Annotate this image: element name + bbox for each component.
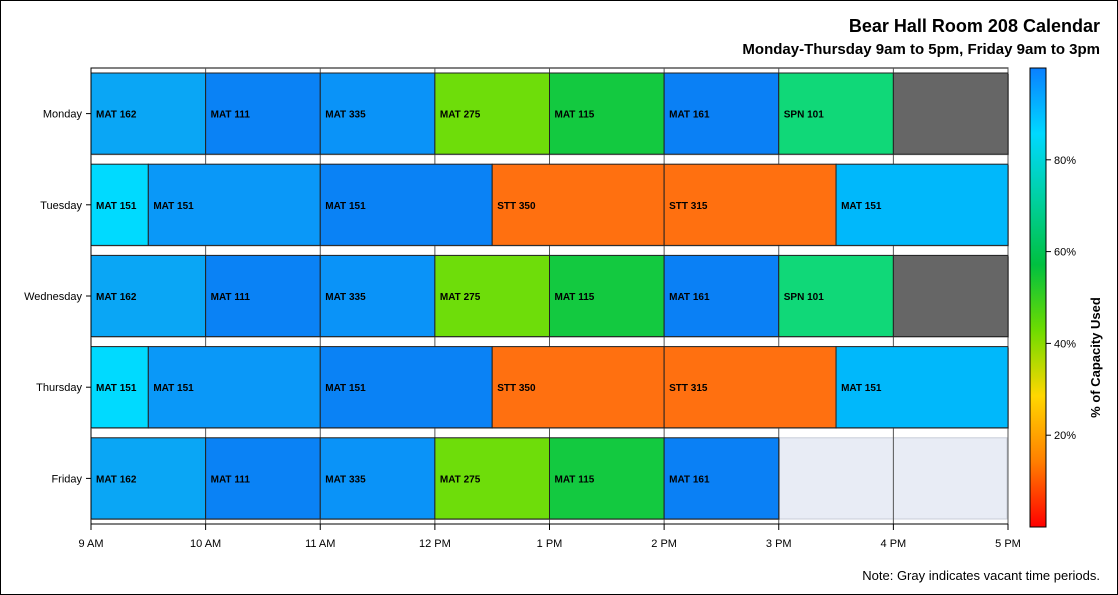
schedule-block bbox=[778, 254, 894, 338]
block-label: MAT 151 bbox=[153, 383, 194, 394]
block-label: MAT 151 bbox=[325, 201, 366, 212]
block-label: MAT 275 bbox=[440, 292, 481, 303]
colorbar-tick-label: 20% bbox=[1054, 430, 1076, 442]
block-label: MAT 162 bbox=[96, 474, 137, 485]
schedule-block bbox=[892, 254, 1009, 338]
block-label: STT 350 bbox=[497, 383, 536, 394]
schedule-block bbox=[90, 346, 149, 429]
block-label: MAT 151 bbox=[96, 201, 137, 212]
schedule-block bbox=[835, 346, 1009, 429]
block-label: MAT 151 bbox=[153, 201, 194, 212]
x-tick-label: 12 PM bbox=[419, 538, 451, 550]
x-tick-label: 9 AM bbox=[78, 538, 103, 550]
chart-subtitle: Monday-Thursday 9am to 5pm, Friday 9am t… bbox=[742, 41, 1100, 58]
schedule-block bbox=[663, 437, 780, 520]
schedule-block bbox=[549, 437, 665, 520]
colorbar bbox=[1029, 67, 1047, 528]
x-tick-label: 2 PM bbox=[651, 538, 677, 550]
schedule-block bbox=[778, 72, 894, 155]
x-tick-label: 11 AM bbox=[305, 538, 335, 550]
colorbar-title: % of Capacity Used bbox=[1088, 297, 1103, 418]
schedule-block bbox=[491, 163, 665, 246]
block-label: MAT 151 bbox=[96, 383, 137, 394]
schedule-block bbox=[663, 72, 780, 155]
block-label: MAT 151 bbox=[841, 201, 882, 212]
block-label: MAT 275 bbox=[440, 474, 481, 485]
schedule-block bbox=[319, 346, 493, 429]
y-tick-label: Monday bbox=[43, 109, 83, 121]
schedule-block bbox=[147, 346, 321, 429]
y-tick-label: Thursday bbox=[36, 382, 82, 394]
x-tick-label: 4 PM bbox=[881, 538, 907, 550]
y-tick-label: Tuesday bbox=[40, 200, 82, 212]
y-tick-label: Wednesday bbox=[24, 291, 82, 303]
block-label: MAT 162 bbox=[96, 110, 137, 121]
schedule-block bbox=[205, 437, 321, 520]
block-label: MAT 335 bbox=[325, 110, 366, 121]
colorbar-tick-label: 40% bbox=[1054, 338, 1076, 350]
block-label: MAT 335 bbox=[325, 292, 366, 303]
block-label: MAT 115 bbox=[555, 110, 595, 121]
schedule-block bbox=[434, 437, 550, 520]
schedule-block bbox=[90, 72, 207, 155]
block-label: STT 315 bbox=[669, 383, 708, 394]
schedule-block bbox=[205, 72, 321, 155]
schedule-block bbox=[319, 254, 436, 338]
block-label: MAT 111 bbox=[211, 292, 251, 303]
schedule-block bbox=[892, 72, 1009, 155]
schedule-block bbox=[319, 163, 493, 246]
block-label: MAT 161 bbox=[669, 292, 710, 303]
y-tick-label: Friday bbox=[51, 473, 82, 485]
schedule-block bbox=[663, 163, 837, 246]
block-label: MAT 151 bbox=[841, 383, 882, 394]
x-tick-label: 5 PM bbox=[995, 538, 1021, 550]
block-label: STT 315 bbox=[669, 201, 708, 212]
schedule-block bbox=[319, 437, 436, 520]
block-label: MAT 161 bbox=[669, 110, 710, 121]
schedule-block bbox=[90, 437, 207, 520]
block-label: MAT 275 bbox=[440, 110, 481, 121]
footnote: Note: Gray indicates vacant time periods… bbox=[862, 568, 1100, 583]
schedule-block bbox=[491, 346, 665, 429]
schedule-block bbox=[549, 72, 665, 155]
schedule-block bbox=[90, 254, 207, 338]
x-tick-label: 10 AM bbox=[190, 538, 221, 550]
block-label: MAT 111 bbox=[211, 110, 251, 121]
x-tick-label: 1 PM bbox=[537, 538, 563, 550]
colorbar-tick-label: 80% bbox=[1054, 155, 1076, 167]
block-label: SPN 101 bbox=[784, 292, 824, 303]
block-label: MAT 115 bbox=[555, 292, 595, 303]
block-label: SPN 101 bbox=[784, 110, 824, 121]
block-label: MAT 161 bbox=[669, 474, 710, 485]
block-label: MAT 111 bbox=[211, 474, 251, 485]
schedule-block bbox=[434, 254, 550, 338]
schedule-block bbox=[434, 72, 550, 155]
block-label: MAT 151 bbox=[325, 383, 366, 394]
chart-title: Bear Hall Room 208 Calendar bbox=[848, 16, 1100, 36]
schedule-block bbox=[835, 163, 1009, 246]
colorbar-tick-label: 60% bbox=[1054, 247, 1076, 259]
schedule-block bbox=[663, 254, 780, 338]
block-label: MAT 115 bbox=[555, 474, 595, 485]
block-label: MAT 162 bbox=[96, 292, 137, 303]
x-tick-label: 3 PM bbox=[766, 538, 792, 550]
block-label: STT 350 bbox=[497, 201, 536, 212]
block-label: MAT 335 bbox=[325, 474, 366, 485]
